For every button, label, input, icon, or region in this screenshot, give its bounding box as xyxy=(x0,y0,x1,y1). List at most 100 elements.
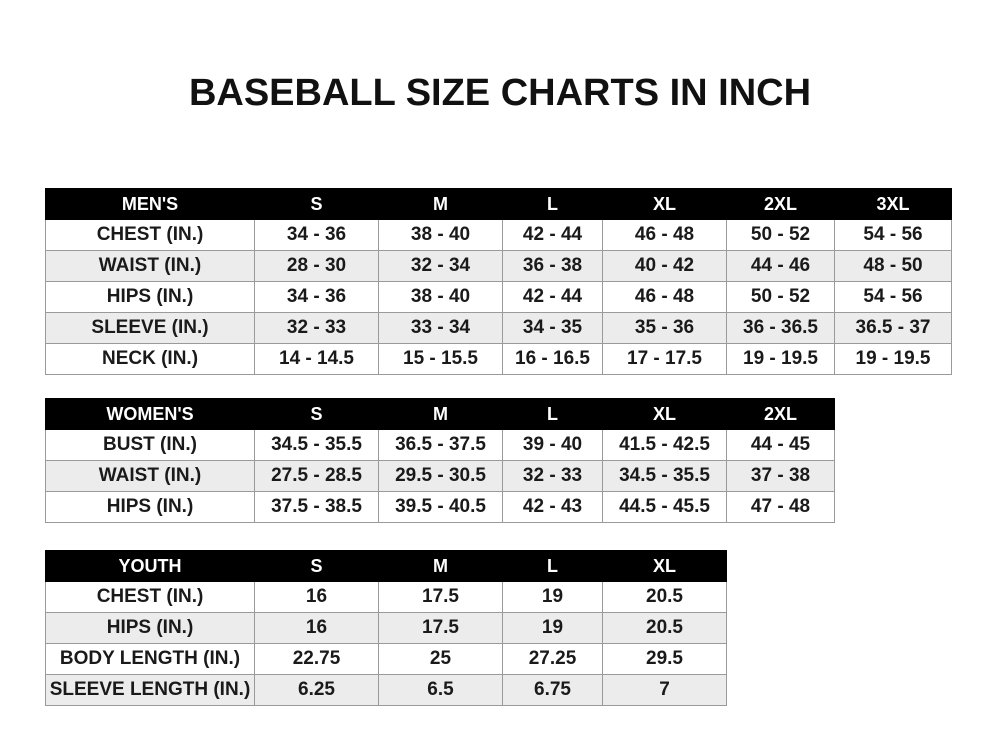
size-value-cell: 39.5 - 40.5 xyxy=(378,491,503,523)
size-value-cell: 50 - 52 xyxy=(726,281,835,313)
size-value-cell: 34 - 36 xyxy=(254,219,379,251)
table-row: BUST (IN.) 34.5 - 35.5 36.5 - 37.5 39 - 40 4… xyxy=(45,429,835,461)
table-row: NECK (IN.) 14 - 14.5 15 - 15.5 16 - 16.5 17 … xyxy=(45,343,952,375)
size-value-cell: 27.5 - 28.5 xyxy=(254,460,379,492)
table-header-row: YOUTH S M L XL xyxy=(45,550,727,582)
size-value-cell: 6.25 xyxy=(254,674,379,706)
size-column-header: XL xyxy=(602,398,727,430)
size-value-cell: 19 xyxy=(502,581,603,613)
size-value-cell: 14 - 14.5 xyxy=(254,343,379,375)
size-value-cell: 50 - 52 xyxy=(726,219,835,251)
size-column-header: 3XL xyxy=(834,188,952,220)
size-column-header: 2XL xyxy=(726,188,835,220)
size-value-cell: 19 - 19.5 xyxy=(834,343,952,375)
size-value-cell: 20.5 xyxy=(602,612,727,644)
size-value-cell: 17 - 17.5 xyxy=(602,343,727,375)
size-column-header: XL xyxy=(602,188,727,220)
size-column-header: XL xyxy=(602,550,727,582)
size-column-header: S xyxy=(254,398,379,430)
table-row: SLEEVE (IN.) 32 - 33 33 - 34 34 - 35 35 - 36… xyxy=(45,312,952,344)
size-value-cell: 16 xyxy=(254,581,379,613)
size-value-cell: 27.25 xyxy=(502,643,603,675)
measurement-label: SLEEVE LENGTH (IN.) xyxy=(45,674,255,706)
size-value-cell: 25 xyxy=(378,643,503,675)
size-column-header: L xyxy=(502,550,603,582)
measurement-label: NECK (IN.) xyxy=(45,343,255,375)
size-value-cell: 38 - 40 xyxy=(378,219,503,251)
size-value-cell: 16 xyxy=(254,612,379,644)
table-row: CHEST (IN.) 34 - 36 38 - 40 42 - 44 46 - 48 5… xyxy=(45,219,952,251)
size-column-header: S xyxy=(254,188,379,220)
size-column-header: M xyxy=(378,398,503,430)
size-value-cell: 54 - 56 xyxy=(834,281,952,313)
size-value-cell: 37 - 38 xyxy=(726,460,835,492)
mens-size-table: MEN'S S M L XL 2XL 3XL CHEST (IN.) 34 - 36 38 - 4… xyxy=(45,188,952,375)
size-value-cell: 40 - 42 xyxy=(602,250,727,282)
table-row: BODY LENGTH (IN.) 22.75 25 27.25 29.5 xyxy=(45,643,727,675)
size-value-cell: 15 - 15.5 xyxy=(378,343,503,375)
measurement-label: WAIST (IN.) xyxy=(45,460,255,492)
size-value-cell: 47 - 48 xyxy=(726,491,835,523)
table-category-header: YOUTH xyxy=(45,550,255,582)
size-value-cell: 42 - 43 xyxy=(502,491,603,523)
table-row: CHEST (IN.) 16 17.5 19 20.5 xyxy=(45,581,727,613)
size-value-cell: 44.5 - 45.5 xyxy=(602,491,727,523)
measurement-label: BODY LENGTH (IN.) xyxy=(45,643,255,675)
size-value-cell: 48 - 50 xyxy=(834,250,952,282)
size-value-cell: 22.75 xyxy=(254,643,379,675)
size-value-cell: 7 xyxy=(602,674,727,706)
table-header-row: MEN'S S M L XL 2XL 3XL xyxy=(45,188,952,220)
size-value-cell: 32 - 33 xyxy=(254,312,379,344)
size-value-cell: 19 xyxy=(502,612,603,644)
size-column-header: 2XL xyxy=(726,398,835,430)
table-row: WAIST (IN.) 27.5 - 28.5 29.5 - 30.5 32 - 33… xyxy=(45,460,835,492)
measurement-label: HIPS (IN.) xyxy=(45,491,255,523)
table-row: WAIST (IN.) 28 - 30 32 - 34 36 - 38 40 - 42 4… xyxy=(45,250,952,282)
size-value-cell: 34 - 35 xyxy=(502,312,603,344)
size-column-header: L xyxy=(502,188,603,220)
size-value-cell: 41.5 - 42.5 xyxy=(602,429,727,461)
size-value-cell: 54 - 56 xyxy=(834,219,952,251)
size-value-cell: 36 - 36.5 xyxy=(726,312,835,344)
size-value-cell: 37.5 - 38.5 xyxy=(254,491,379,523)
table-row: HIPS (IN.) 16 17.5 19 20.5 xyxy=(45,612,727,644)
measurement-label: CHEST (IN.) xyxy=(45,581,255,613)
size-value-cell: 19 - 19.5 xyxy=(726,343,835,375)
size-column-header: M xyxy=(378,188,503,220)
size-value-cell: 42 - 44 xyxy=(502,281,603,313)
measurement-label: HIPS (IN.) xyxy=(45,281,255,313)
size-value-cell: 39 - 40 xyxy=(502,429,603,461)
measurement-label: SLEEVE (IN.) xyxy=(45,312,255,344)
size-value-cell: 36.5 - 37.5 xyxy=(378,429,503,461)
size-value-cell: 29.5 xyxy=(602,643,727,675)
size-value-cell: 34.5 - 35.5 xyxy=(602,460,727,492)
table-category-header: MEN'S xyxy=(45,188,255,220)
size-value-cell: 34 - 36 xyxy=(254,281,379,313)
size-value-cell: 6.5 xyxy=(378,674,503,706)
table-row: HIPS (IN.) 34 - 36 38 - 40 42 - 44 46 - 48 50… xyxy=(45,281,952,313)
size-value-cell: 36.5 - 37 xyxy=(834,312,952,344)
size-value-cell: 6.75 xyxy=(502,674,603,706)
page-title: BASEBALL SIZE CHARTS IN INCH xyxy=(188,72,812,114)
size-value-cell: 36 - 38 xyxy=(502,250,603,282)
table-header-row: WOMEN'S S M L XL 2XL xyxy=(45,398,835,430)
size-column-header: M xyxy=(378,550,503,582)
womens-size-table: WOMEN'S S M L XL 2XL BUST (IN.) 34.5 - 35.5 36.5… xyxy=(45,398,835,523)
size-value-cell: 32 - 34 xyxy=(378,250,503,282)
youth-size-table: YOUTH S M L XL CHEST (IN.) 16 17.5 19 20.5 HIPS (I… xyxy=(45,550,727,706)
table-row: HIPS (IN.) 37.5 - 38.5 39.5 - 40.5 42 - 43 4… xyxy=(45,491,835,523)
size-value-cell: 32 - 33 xyxy=(502,460,603,492)
size-value-cell: 38 - 40 xyxy=(378,281,503,313)
measurement-label: BUST (IN.) xyxy=(45,429,255,461)
size-column-header: S xyxy=(254,550,379,582)
size-value-cell: 34.5 - 35.5 xyxy=(254,429,379,461)
size-value-cell: 44 - 45 xyxy=(726,429,835,461)
table-row: SLEEVE LENGTH (IN.) 6.25 6.5 6.75 7 xyxy=(45,674,727,706)
size-value-cell: 46 - 48 xyxy=(602,219,727,251)
size-value-cell: 17.5 xyxy=(378,612,503,644)
size-value-cell: 29.5 - 30.5 xyxy=(378,460,503,492)
measurement-label: CHEST (IN.) xyxy=(45,219,255,251)
size-value-cell: 16 - 16.5 xyxy=(502,343,603,375)
size-column-header: L xyxy=(502,398,603,430)
size-value-cell: 20.5 xyxy=(602,581,727,613)
